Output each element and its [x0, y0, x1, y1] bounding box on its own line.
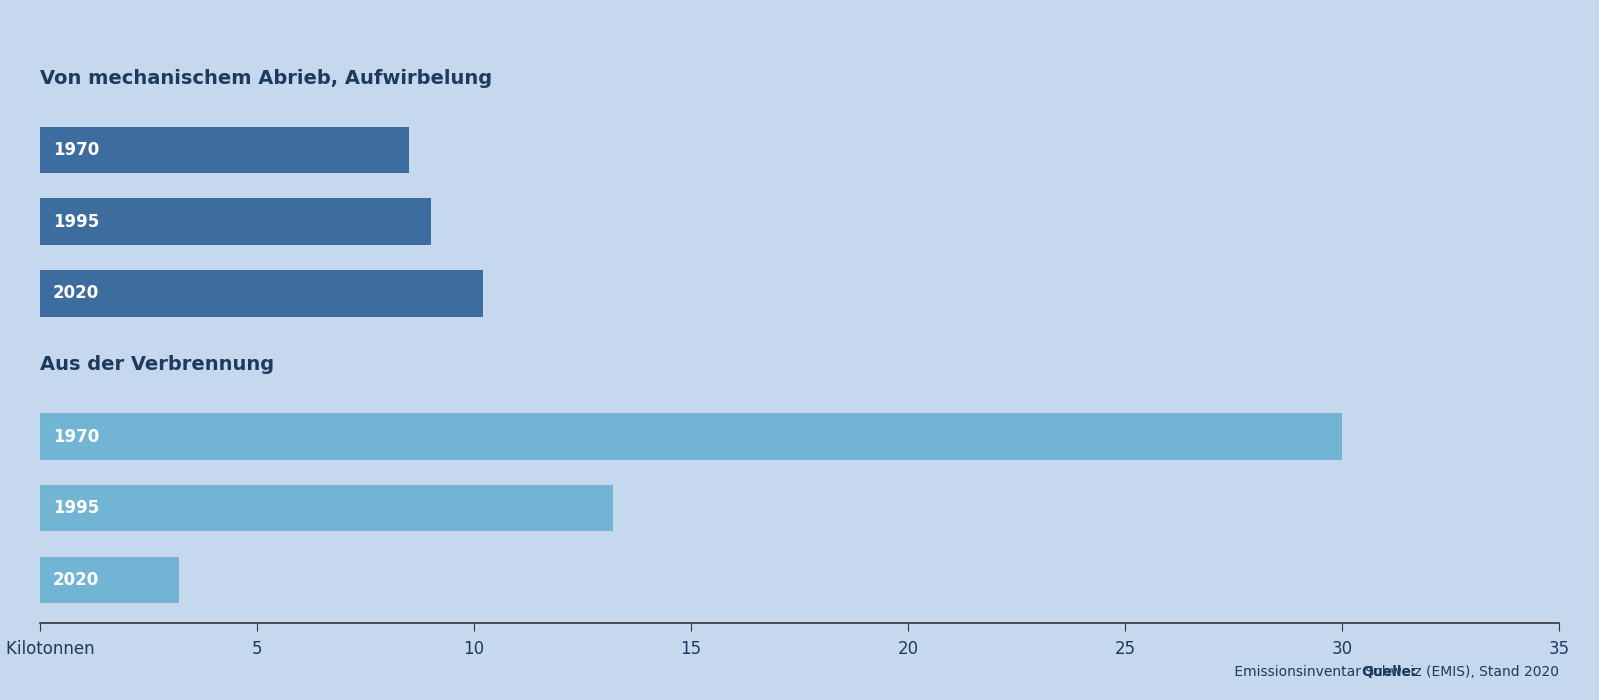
Text: 2020: 2020	[53, 284, 99, 302]
Text: 2020: 2020	[53, 570, 99, 589]
Text: 1970: 1970	[53, 141, 99, 159]
Text: 1995: 1995	[53, 499, 99, 517]
Text: 1970: 1970	[53, 428, 99, 446]
Text: 1995: 1995	[53, 213, 99, 230]
Bar	[40, 270, 483, 316]
Text: Aus der Verbrennung: Aus der Verbrennung	[40, 356, 273, 375]
Bar	[40, 485, 612, 531]
Bar	[40, 198, 430, 245]
Bar	[40, 556, 179, 603]
Text: Emissionsinventar Schweiz (EMIS), Stand 2020: Emissionsinventar Schweiz (EMIS), Stand …	[1230, 665, 1559, 679]
Bar	[40, 127, 409, 174]
Text: Quelle:: Quelle:	[1362, 665, 1417, 679]
Bar	[40, 413, 1342, 460]
Text: Von mechanischem Abrieb, Aufwirbelung: Von mechanischem Abrieb, Aufwirbelung	[40, 69, 492, 88]
